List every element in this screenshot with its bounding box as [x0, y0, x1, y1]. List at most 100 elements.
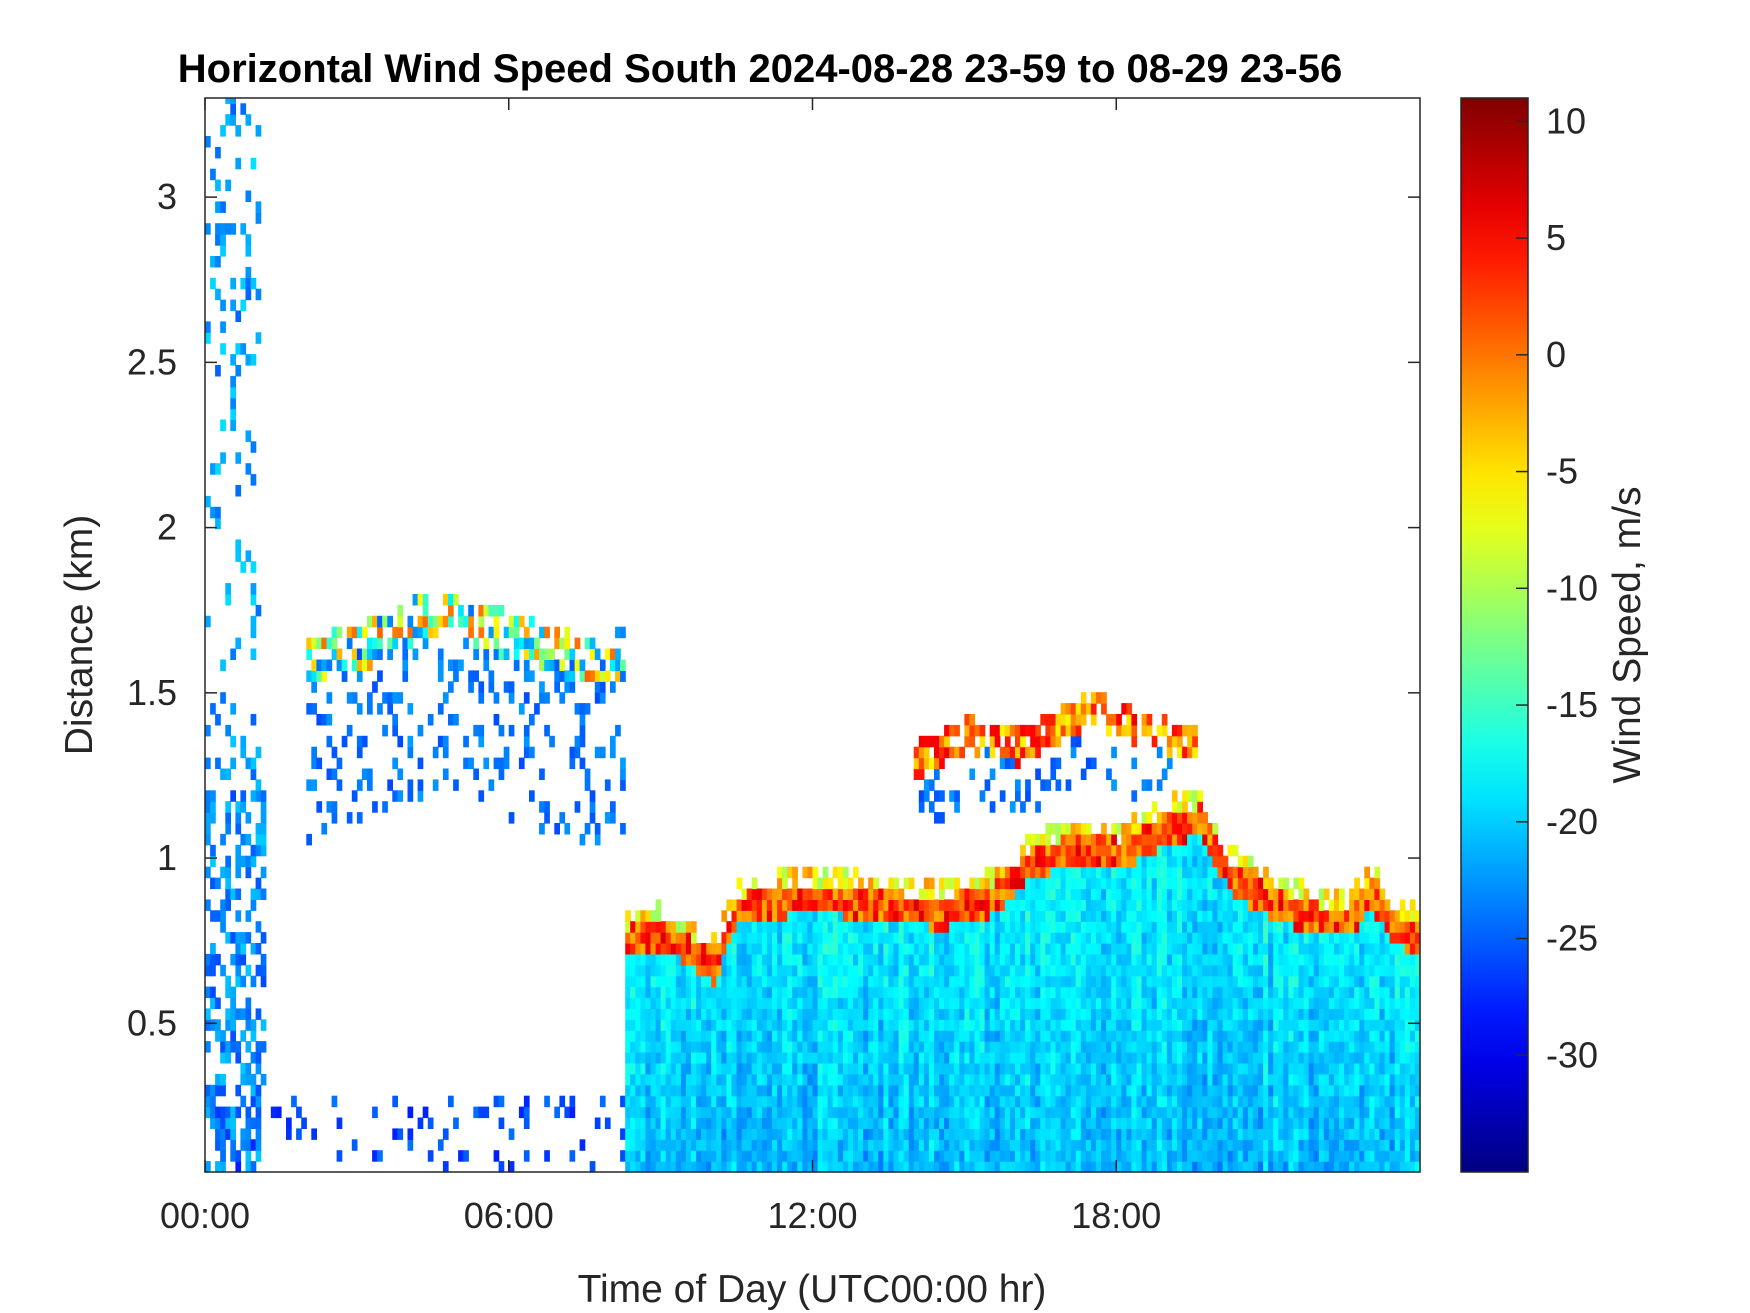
heatmap-cell: [1045, 964, 1052, 977]
heatmap-cell: [1131, 975, 1138, 988]
heatmap-cell: [215, 953, 221, 966]
heatmap-cell: [260, 833, 267, 846]
heatmap-cell: [726, 1084, 733, 1097]
heatmap-cell: [746, 997, 753, 1009]
heatmap-cell: [645, 943, 652, 955]
heatmap-cell: [1187, 1117, 1193, 1129]
heatmap-cell: [1070, 1161, 1077, 1173]
heatmap-cell: [787, 910, 793, 922]
heatmap-cell: [832, 1041, 839, 1053]
heatmap-cell: [230, 1128, 236, 1140]
heatmap-cell: [650, 1095, 657, 1108]
heatmap-cell: [245, 1150, 252, 1162]
heatmap-cell: [255, 823, 262, 835]
heatmap-cell: [939, 1041, 945, 1053]
heatmap-cell: [1136, 1052, 1143, 1064]
heatmap-cell: [761, 975, 768, 988]
heatmap-cell: [1278, 1073, 1284, 1086]
heatmap-cell: [696, 1008, 702, 1020]
heatmap-cell: [706, 975, 712, 988]
heatmap-cell: [610, 735, 616, 748]
heatmap-cell: [670, 1019, 677, 1031]
heatmap-cell: [1020, 724, 1026, 737]
heatmap-cell: [1232, 1041, 1239, 1053]
heatmap-cell: [822, 910, 829, 922]
heatmap-cell: [250, 441, 257, 453]
heatmap-cell: [1349, 899, 1355, 911]
heatmap-cell: [863, 1139, 869, 1151]
heatmap-cell: [1354, 953, 1360, 966]
heatmap-cell: [1060, 986, 1067, 999]
heatmap-cell: [1344, 1117, 1350, 1129]
heatmap-cell: [1101, 943, 1107, 955]
heatmap-cell: [326, 714, 333, 726]
heatmap-cell: [1020, 1150, 1026, 1162]
heatmap-cell: [832, 932, 839, 944]
heatmap-cell: [1182, 1030, 1188, 1042]
heatmap-cell: [787, 1073, 793, 1086]
heatmap-cell: [1166, 1150, 1173, 1162]
heatmap-cell: [918, 1150, 925, 1162]
heatmap-cell: [1060, 1041, 1067, 1053]
heatmap-cell: [928, 877, 935, 890]
heatmap-cell: [1080, 910, 1087, 922]
heatmap-cell: [1182, 1062, 1188, 1075]
heatmap-cell: [802, 910, 809, 922]
heatmap-cell: [1065, 1095, 1072, 1108]
heatmap-cell: [1070, 855, 1077, 868]
heatmap-cell: [954, 1106, 960, 1119]
heatmap-cell: [878, 1150, 884, 1162]
heatmap-cell: [1318, 975, 1325, 988]
heatmap-cell: [1202, 943, 1208, 955]
heatmap-cell: [230, 703, 236, 715]
heatmap-cell: [1030, 953, 1036, 966]
heatmap-cell: [766, 1019, 773, 1031]
heatmap-cell: [837, 1052, 844, 1064]
heatmap-cell: [245, 1019, 252, 1031]
heatmap-cell: [1096, 1030, 1102, 1042]
heatmap-cell: [235, 823, 242, 835]
heatmap-cell: [1004, 888, 1011, 900]
heatmap-cell: [559, 692, 566, 704]
heatmap-cell: [934, 1073, 940, 1086]
heatmap-cell: [782, 1117, 788, 1129]
heatmap-cell: [1222, 1139, 1229, 1151]
heatmap-cell: [994, 735, 1001, 748]
heatmap-cell: [220, 1139, 226, 1151]
heatmap-cell: [984, 1139, 991, 1151]
heatmap-cell: [529, 670, 535, 682]
heatmap-cell: [331, 812, 338, 824]
heatmap-cell: [1212, 855, 1219, 868]
heatmap-cell: [1126, 1041, 1133, 1053]
heatmap-cell: [1278, 1084, 1284, 1097]
heatmap-cell: [1187, 1095, 1193, 1108]
heatmap-cell: [893, 1128, 900, 1140]
heatmap-cell: [1227, 997, 1234, 1009]
heatmap-cell: [584, 823, 591, 835]
heatmap-cell: [1161, 1062, 1168, 1075]
heatmap-cell: [245, 855, 252, 868]
heatmap-cell: [969, 1150, 976, 1162]
heatmap-cell: [1090, 703, 1097, 715]
heatmap-cell: [1298, 1008, 1305, 1020]
heatmap-cell: [1242, 1030, 1249, 1042]
heatmap-cell: [1171, 1030, 1178, 1042]
heatmap-cell: [949, 746, 955, 759]
heatmap-cell: [1045, 1062, 1052, 1075]
heatmap-cell: [777, 1117, 783, 1129]
heatmap-cell: [1045, 844, 1052, 857]
heatmap-cell: [1040, 1128, 1046, 1140]
heatmap-cell: [1030, 986, 1036, 999]
heatmap-cell: [777, 1084, 783, 1097]
heatmap-cell: [827, 1117, 834, 1129]
heatmap-cell: [822, 1150, 829, 1162]
heatmap-cell: [868, 1030, 874, 1042]
heatmap-cell: [1187, 997, 1193, 1009]
heatmap-cell: [827, 997, 834, 1009]
heatmap-cell: [1222, 910, 1229, 922]
heatmap-cell: [878, 1095, 884, 1108]
heatmap-cell: [908, 953, 915, 966]
heatmap-cell: [792, 1095, 798, 1108]
heatmap-cell: [1009, 1041, 1016, 1053]
heatmap-cell: [1212, 1161, 1219, 1173]
